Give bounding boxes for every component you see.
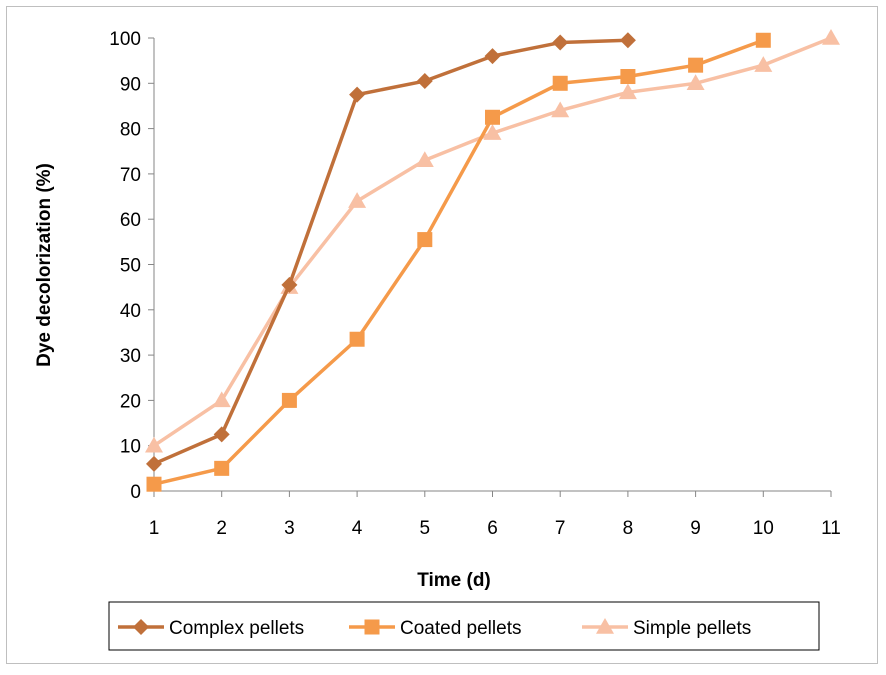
chart-frame bbox=[6, 6, 878, 664]
data-point-coated-pellets bbox=[349, 331, 365, 347]
y-axis-title: Dye decolorization (%) bbox=[34, 163, 55, 367]
legend-label: Simple pellets bbox=[633, 618, 751, 639]
data-point-coated-pellets bbox=[281, 392, 297, 408]
y-tick-label: 60 bbox=[120, 210, 141, 231]
data-point-coated-pellets bbox=[485, 109, 500, 125]
legend-label: Coated pellets bbox=[400, 618, 521, 639]
series-complex-pellets bbox=[146, 32, 636, 472]
y-tick-label: 90 bbox=[120, 74, 141, 95]
legend-item-coated-pellets: Coated pellets bbox=[349, 618, 521, 639]
y-tick-label: 20 bbox=[120, 391, 141, 412]
data-point-simple-pellets bbox=[618, 83, 637, 100]
data-point-complex-pellets bbox=[619, 32, 636, 49]
x-tick-label: 8 bbox=[623, 518, 634, 539]
y-tick-label: 50 bbox=[120, 256, 141, 277]
x-tick-label: 2 bbox=[216, 518, 227, 539]
x-tick-label: 7 bbox=[555, 518, 566, 539]
legend-swatch-marker bbox=[133, 619, 149, 635]
y-ticks: 0 10 20 30 40 50 60 70 80 90 100 bbox=[109, 29, 154, 503]
data-point-coated-pellets bbox=[688, 57, 704, 73]
series-line-complex-pellets bbox=[153, 38, 628, 466]
legend-box bbox=[108, 601, 820, 651]
x-tick-label: 6 bbox=[487, 518, 498, 539]
data-point-coated-pellets bbox=[214, 460, 230, 476]
data-point-complex-pellets bbox=[213, 426, 230, 443]
legend-item-simple-pellets: Simple pellets bbox=[582, 618, 751, 639]
data-point-coated-pellets bbox=[552, 75, 568, 91]
series-coated-pellets bbox=[146, 32, 771, 492]
series-layer bbox=[145, 29, 840, 492]
y-tick-label: 70 bbox=[120, 165, 141, 186]
x-tick-label: 10 bbox=[753, 518, 774, 539]
x-tick-label: 3 bbox=[284, 518, 295, 539]
y-tick-label: 10 bbox=[120, 437, 141, 458]
data-point-simple-pellets bbox=[754, 56, 773, 72]
x-tick-label: 9 bbox=[690, 518, 701, 539]
x-tick-label: 4 bbox=[352, 518, 363, 539]
legend-swatch-marker bbox=[596, 618, 614, 634]
legend-swatch-marker bbox=[364, 619, 380, 635]
y-tick-label: 0 bbox=[130, 482, 141, 503]
axes bbox=[153, 38, 831, 492]
y-tick-label: 30 bbox=[120, 346, 141, 367]
data-point-coated-pellets bbox=[620, 69, 636, 85]
legend: Complex pellets Coated pellets Simple pell… bbox=[108, 601, 820, 651]
data-point-simple-pellets bbox=[822, 29, 840, 45]
y-tick-label: 100 bbox=[109, 29, 141, 50]
data-point-simple-pellets bbox=[483, 124, 502, 140]
x-tick-label: 11 bbox=[821, 518, 841, 539]
data-point-coated-pellets bbox=[146, 476, 162, 492]
data-point-complex-pellets bbox=[552, 34, 569, 51]
data-point-simple-pellets bbox=[551, 101, 570, 118]
legend-label: Complex pellets bbox=[169, 618, 304, 639]
series-simple-pellets bbox=[145, 29, 840, 453]
data-point-simple-pellets bbox=[212, 391, 231, 408]
x-ticks: 1 2 3 4 5 6 7 8 9 10 11 bbox=[149, 491, 841, 539]
data-point-complex-pellets bbox=[416, 73, 433, 90]
data-point-complex-pellets bbox=[146, 455, 162, 472]
x-tick-label: 5 bbox=[420, 518, 431, 539]
data-point-simple-pellets bbox=[348, 192, 367, 208]
x-axis-title: Time (d) bbox=[417, 570, 491, 591]
data-point-coated-pellets bbox=[755, 32, 771, 48]
series-line-simple-pellets bbox=[153, 36, 832, 448]
y-tick-label: 40 bbox=[120, 301, 141, 322]
data-point-simple-pellets bbox=[415, 151, 434, 168]
y-tick-label: 80 bbox=[120, 120, 141, 141]
data-point-coated-pellets bbox=[417, 232, 433, 248]
data-point-simple-pellets bbox=[145, 436, 163, 453]
data-point-complex-pellets bbox=[349, 86, 366, 103]
series-line-coated-pellets bbox=[153, 38, 764, 486]
data-point-complex-pellets bbox=[484, 48, 501, 65]
data-point-complex-pellets bbox=[281, 276, 298, 293]
data-point-simple-pellets bbox=[686, 74, 705, 91]
x-tick-label: 1 bbox=[149, 518, 160, 539]
legend-item-complex-pellets: Complex pellets bbox=[118, 618, 304, 639]
